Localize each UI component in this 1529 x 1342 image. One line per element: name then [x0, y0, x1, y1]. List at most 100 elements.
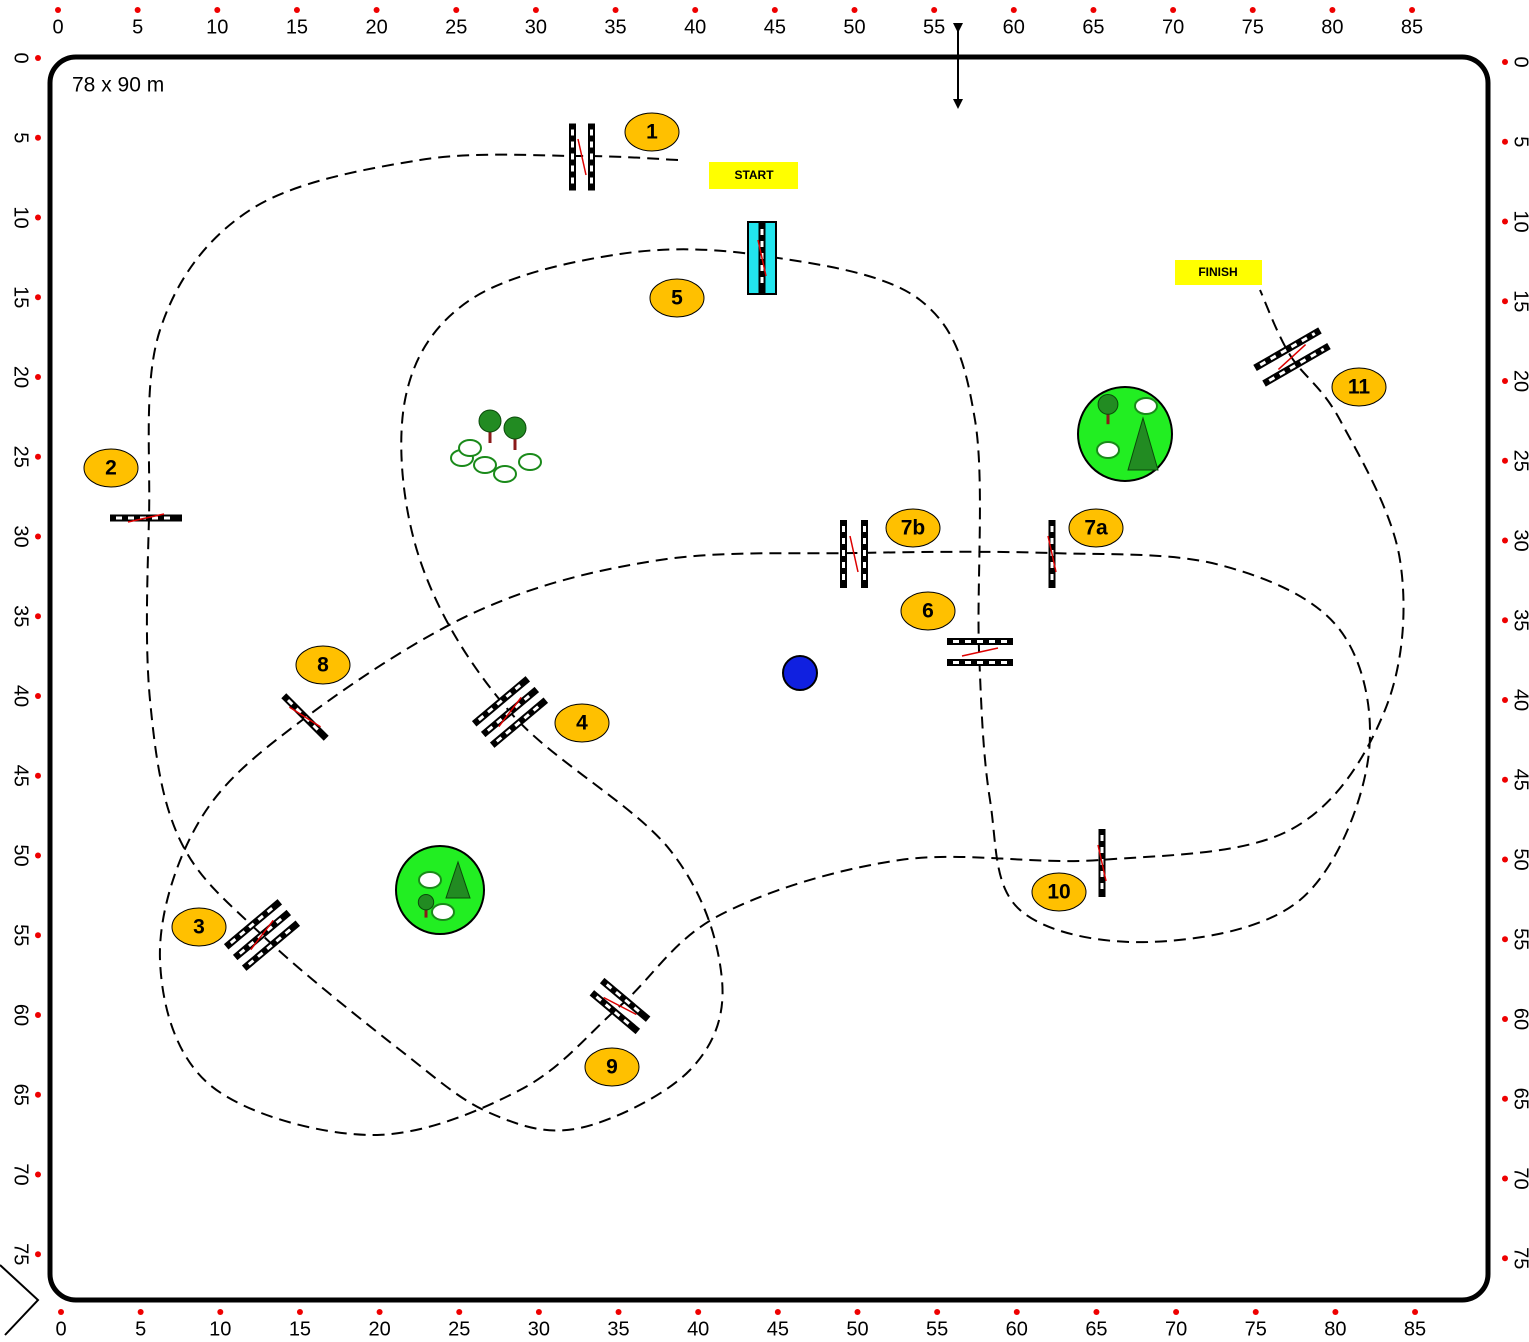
ruler-label: 5 — [132, 16, 143, 38]
ruler-dot — [1010, 7, 1017, 13]
ruler-label: 75 — [1510, 1247, 1529, 1269]
finish-box — [1175, 260, 1262, 285]
arena-label: 78 x 90 m — [72, 74, 164, 97]
direction-arrow — [603, 996, 637, 1016]
direction-arrow — [757, 239, 767, 277]
ruler-label: 60 — [10, 1004, 32, 1026]
ruler-dot — [35, 214, 41, 221]
bush — [1134, 397, 1158, 415]
direction-arrow — [127, 513, 165, 523]
ruler-dot — [1502, 537, 1508, 544]
ruler-label: 80 — [1324, 1318, 1346, 1340]
direction-arrow — [1047, 535, 1057, 573]
ruler-dot — [1170, 7, 1177, 13]
ruler-label: 40 — [684, 16, 706, 38]
fence — [1047, 520, 1057, 588]
ruler-label: 35 — [10, 605, 32, 627]
ruler-label: 25 — [1510, 450, 1529, 472]
course: 1 2 3 4 5 6 7a 7b 8 9 10 11 — [83, 112, 1405, 1137]
fence-badge — [1031, 872, 1087, 912]
tree-crown — [1097, 394, 1119, 415]
ruler-label: 50 — [846, 1318, 868, 1340]
ruler-label: 15 — [10, 286, 32, 308]
ruler-label: 65 — [1510, 1088, 1529, 1110]
ruler-dot — [35, 453, 41, 460]
ruler-dot — [1502, 936, 1508, 943]
ruler-dot — [296, 1309, 303, 1315]
ruler-label: 45 — [764, 16, 786, 38]
ruler-dot — [35, 613, 41, 620]
ruler-label: 60 — [1003, 16, 1025, 38]
ruler-label: 10 — [1510, 210, 1529, 232]
tree-crown — [417, 894, 435, 911]
ruler-dot — [1502, 138, 1508, 145]
ruler-dot — [134, 7, 141, 13]
fence-number: 2 — [105, 457, 117, 480]
fence — [281, 693, 329, 741]
ruler-label: 45 — [10, 765, 32, 787]
ruler-label: 40 — [10, 685, 32, 707]
fence-number: 1 — [646, 121, 658, 144]
ruler-dot — [1329, 7, 1336, 13]
direction-arrow — [1097, 844, 1107, 882]
ruler-dot — [1502, 697, 1508, 703]
fence-badge — [83, 448, 139, 488]
ruler-label: 25 — [445, 16, 467, 38]
ruler-label: 10 — [206, 16, 228, 38]
ruler-dot — [1409, 7, 1416, 13]
fence — [1253, 327, 1331, 387]
ruler-dot — [373, 7, 380, 13]
ruler-dot — [35, 533, 41, 540]
ruler-label: 50 — [10, 844, 32, 866]
fence — [471, 676, 549, 748]
direction-arrow — [289, 706, 321, 728]
bush — [431, 903, 455, 921]
ruler-label: 55 — [926, 1318, 948, 1340]
ruler-label: 45 — [767, 1318, 789, 1340]
ruler-label: 70 — [10, 1163, 32, 1185]
ruler-dot — [774, 1309, 781, 1315]
ruler-label: 25 — [448, 1318, 470, 1340]
bush — [1096, 441, 1120, 459]
ruler-label: 30 — [528, 1318, 550, 1340]
fence-stripe — [595, 995, 635, 1029]
ruler-label: 50 — [843, 16, 865, 38]
fence-number: 3 — [193, 916, 205, 939]
ruler-dot — [1013, 1309, 1020, 1315]
ruler-label: 55 — [923, 16, 945, 38]
ruler-label: 60 — [1510, 1008, 1529, 1030]
fence-stripe — [247, 925, 295, 966]
fence-badge — [171, 907, 227, 947]
fence-badge — [900, 591, 956, 631]
ruler-label: 0 — [10, 52, 32, 63]
course-line — [145, 153, 1405, 1137]
ruler-dot — [35, 134, 41, 141]
ruler-label: 5 — [1510, 136, 1529, 147]
fence-badge — [1331, 367, 1387, 407]
fence-number: 4 — [576, 712, 588, 735]
ruler-label: 20 — [1510, 370, 1529, 392]
ruler-dot — [532, 7, 539, 13]
ruler-dot — [615, 1309, 622, 1315]
start-box — [709, 162, 798, 189]
ruler-label: 30 — [1510, 529, 1529, 551]
ruler-dot — [1502, 298, 1508, 305]
fence — [1097, 829, 1107, 897]
ruler-label: 55 — [1510, 928, 1529, 950]
corner-mark — [0, 1264, 40, 1336]
ruler-dot — [58, 1309, 64, 1315]
ruler-dot — [1502, 1255, 1508, 1262]
ruler-label: 15 — [289, 1318, 311, 1340]
ruler-dot — [692, 7, 699, 13]
ruler-label: 35 — [1510, 609, 1529, 631]
fence-stripe — [1259, 332, 1316, 367]
ruler-dot — [1502, 218, 1508, 225]
ruler-dot — [1093, 1309, 1100, 1315]
fence-number: 7b — [901, 517, 926, 540]
ruler-dot — [1502, 617, 1508, 624]
ruler-dot — [453, 7, 460, 13]
bush — [473, 456, 497, 474]
ruler-label: 5 — [135, 1318, 146, 1340]
ruler-label: 75 — [10, 1243, 32, 1265]
ruler-dot — [695, 1309, 702, 1315]
